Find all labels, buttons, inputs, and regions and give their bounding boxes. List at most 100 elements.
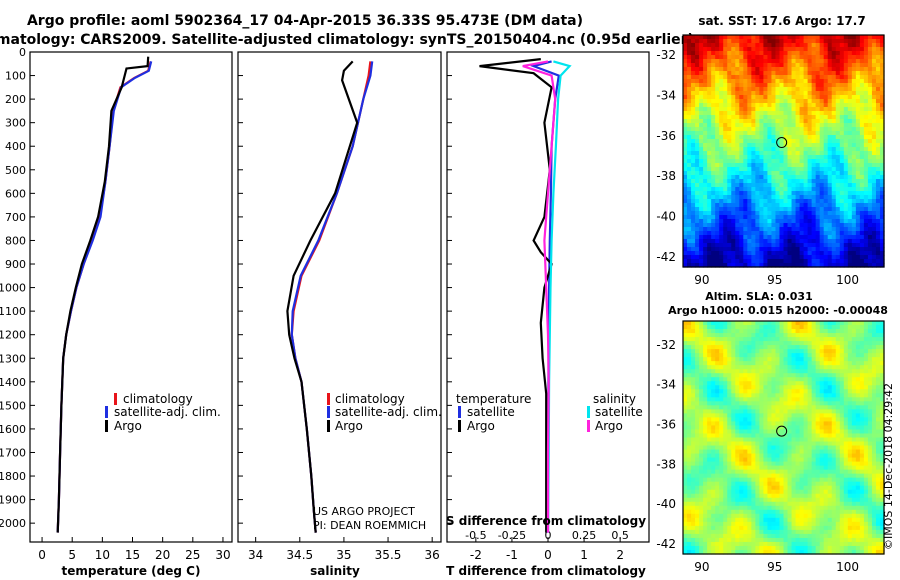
sla-map-frame: [682, 320, 885, 555]
sla-map-panel: Altim. SLA: 0.031 Argo h1000: 0.015 h200…: [656, 290, 888, 574]
depth-tick-label: 600: [5, 187, 26, 200]
legend-label-argo-s: Argo: [335, 419, 363, 433]
map-lat-label: -38: [656, 169, 676, 183]
temperature-panel: 0100200300400500600700800900100011001200…: [0, 46, 233, 578]
depth-tick-label: 900: [5, 258, 26, 271]
legend-swatch-argo-s: [327, 420, 330, 432]
depth-tick-label: 700: [5, 211, 26, 224]
legend-label-argo: Argo: [114, 419, 142, 433]
legend-label-s-argo: Argo: [595, 419, 623, 433]
legend-swatch-satellite: [105, 406, 108, 418]
depth-tick-label: 300: [5, 117, 26, 130]
depth-tick-label: 100: [5, 70, 26, 83]
legend-swatch-climatology: [114, 393, 117, 405]
x-tick-label: 20: [155, 548, 170, 562]
temperature-legend: climatology satellite-adj. clim. Argo: [105, 392, 221, 433]
map-lat-label: -42: [656, 537, 676, 551]
x-tick-label: 34: [248, 548, 263, 562]
s-diff-tick-label: 0: [545, 529, 552, 542]
header-line2: Climatology: CARS2009. Satellite-adjuste…: [0, 32, 694, 48]
legend-title-temperature: temperature: [456, 392, 531, 406]
depth-tick-label: 0: [19, 46, 26, 59]
legend-label-climatology: climatology: [123, 392, 193, 406]
legend-label-t-argo: Argo: [467, 419, 495, 433]
map-lat-label: -34: [656, 378, 676, 392]
difference-legend: temperature satellite Argo salinity sate…: [456, 392, 643, 433]
depth-tick-label: 1300: [0, 352, 26, 365]
map-lat-label: -32: [656, 338, 676, 352]
depth-tick-label: 1000: [0, 282, 26, 295]
x-tick-label: 1: [580, 548, 588, 562]
sst-map-title: sat. SST: 17.6 Argo: 17.7: [698, 14, 865, 28]
map-lon-label: 95: [767, 273, 782, 287]
depth-tick-label: 1100: [0, 305, 26, 318]
series-line-argo: [56, 56, 150, 533]
x-tick-label: 2: [616, 548, 624, 562]
map-lon-label: 95: [767, 560, 782, 574]
x-tick-label: 30: [215, 548, 230, 562]
x-tick-label: 36: [425, 548, 440, 562]
legend-label-satellite-s: satellite-adj. clim.: [335, 405, 442, 419]
difference-panel: -2 -1 0 1 2 -0.5 -0.25 0 0.25 0.5 S difference fr…: [446, 51, 650, 578]
legend-swatch-s-argo: [587, 420, 590, 432]
legend-swatch-climatology-s: [327, 393, 330, 405]
map-lat-label: -36: [656, 418, 676, 432]
depth-tick-label: 1700: [0, 446, 26, 459]
x-tick-label: 5: [68, 548, 76, 562]
legend-swatch-t-argo: [458, 420, 461, 432]
x-tick-label: 15: [125, 548, 140, 562]
x-tick-label: -1: [506, 548, 518, 562]
sst-profile-location-marker: [776, 137, 788, 149]
legend-swatch-argo: [105, 420, 108, 432]
sla-map-title: Altim. SLA: 0.031: [705, 290, 812, 303]
sla-map-subtitle: Argo h1000: 0.015 h2000: -0.00048: [668, 304, 888, 317]
map-lon-label: 100: [836, 273, 859, 287]
x-tick-label: -2: [470, 548, 482, 562]
depth-tick-label: 500: [5, 164, 26, 177]
depth-axis: 0 100 200 300 400 500 600 700 800 900 1000 1100 1200…: [0, 46, 26, 530]
legend-swatch-t-satellite: [458, 406, 461, 418]
map-lat-label: -40: [656, 210, 676, 224]
depth-tick-label: 400: [5, 140, 26, 153]
depth-tick-label: 1600: [0, 423, 26, 436]
depth-tick-label: 800: [5, 234, 26, 247]
legend-label-t-satellite: satellite: [467, 405, 515, 419]
map-lat-label: -36: [656, 129, 676, 143]
salinity-legend: climatology satellite-adj. clim. Argo: [327, 392, 442, 433]
map-lon-label: 90: [694, 560, 709, 574]
sst-map-frame: [682, 34, 885, 268]
depth-tick-label: 1900: [0, 494, 26, 507]
x-tick-label: 35: [336, 548, 351, 562]
x-tick-label: 25: [185, 548, 200, 562]
x-tick-label: 0: [544, 548, 552, 562]
series-line-s-argo: [522, 60, 557, 533]
depth-tick-label: 2000: [0, 517, 26, 530]
legend-label-climatology-s: climatology: [335, 392, 405, 406]
series-line-argo: [286, 60, 359, 533]
series-line-t-argo: [479, 58, 553, 533]
legend-swatch-satellite-s: [327, 406, 330, 418]
map-lat-label: -34: [656, 89, 676, 103]
header-line1: Argo profile: aoml 5902364_17 04-Apr-201…: [27, 13, 583, 29]
s-difference-xlabel: S difference from climatology: [446, 514, 646, 528]
salinity-axes-frame: [237, 51, 442, 543]
s-diff-tick-label: -0.5: [465, 529, 486, 542]
x-tick-label: 35.5: [375, 548, 402, 562]
salinity-panel: 34 34.5 35 35.5 36 salinity climatology sate…: [237, 51, 442, 578]
x-tick-label: 0: [38, 548, 46, 562]
depth-tick-label: 1500: [0, 399, 26, 412]
x-tick-label: 10: [95, 548, 110, 562]
sst-map-panel: sat. SST: 17.6 Argo: 17.7 90 95 100 -32 -34 -…: [656, 14, 885, 287]
t-difference-xlabel: T difference from climatology: [446, 564, 646, 578]
s-diff-tick-label: -0.25: [498, 529, 526, 542]
legend-label-satellite: satellite-adj. clim.: [114, 405, 221, 419]
sst-heatmap: [683, 35, 885, 268]
map-lat-label: -42: [656, 250, 676, 264]
s-diff-tick-label: 0.5: [611, 529, 629, 542]
depth-tick-label: 1800: [0, 470, 26, 483]
temperature-xlabel: temperature (deg C): [62, 564, 201, 578]
temperature-axes-frame: [29, 51, 233, 543]
credit-line1: US ARGO PROJECT: [313, 505, 415, 518]
legend-swatch-s-satellite: [587, 406, 590, 418]
